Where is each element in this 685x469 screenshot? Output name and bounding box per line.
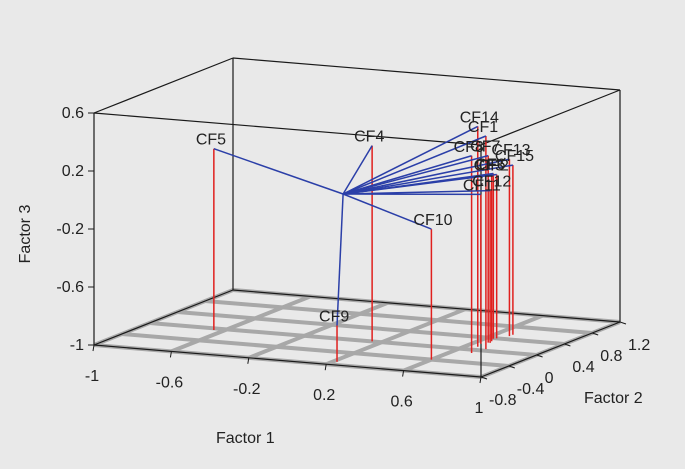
frame-edge xyxy=(232,289,621,323)
loading-vector xyxy=(342,172,494,195)
loading-vector xyxy=(342,135,487,195)
x-axis-title: Factor 1 xyxy=(216,430,275,447)
x-tick-label: 0.6 xyxy=(390,394,412,411)
z-tick-label: -0.2 xyxy=(56,221,84,238)
vector-label: CF3 xyxy=(474,158,504,175)
floor-grid-line xyxy=(121,332,509,368)
floor-grid xyxy=(93,288,621,379)
vector-label: CF15 xyxy=(495,148,534,165)
frame-edge xyxy=(480,321,621,378)
drop-lines xyxy=(213,126,514,362)
vector-label: CF5 xyxy=(196,132,226,149)
y-tick-mark xyxy=(619,321,627,325)
floor-grid-line xyxy=(248,300,389,360)
frame-edge xyxy=(93,344,482,378)
floor-grid-line xyxy=(170,294,312,354)
z-tick-label: 0.2 xyxy=(62,163,84,180)
loading-vector xyxy=(342,154,489,195)
loading-vector xyxy=(213,148,344,195)
z-axis-ticks: 0.6 0.2 -0.2 -0.6 -1 xyxy=(56,105,94,354)
vector-label: CF11 xyxy=(463,177,501,194)
x-tick-mark xyxy=(169,351,172,358)
x-tick-mark xyxy=(247,357,250,364)
vector-label: CF2 xyxy=(479,158,509,175)
z-tick-label: 0.6 xyxy=(62,105,84,122)
floor-grid-line xyxy=(325,307,466,367)
y-tick-label: 0 xyxy=(545,370,554,387)
frame-edge xyxy=(93,57,234,114)
x-tick-label: 0.2 xyxy=(313,387,335,404)
x-tick-mark xyxy=(92,344,95,352)
x-tick-label: -0.2 xyxy=(233,381,261,398)
y-axis-ticks: -0.8-0.40 0.4 0.8 1.2 xyxy=(480,321,650,409)
loading-vector xyxy=(342,145,373,195)
loading-vector xyxy=(336,193,344,326)
y-tick-mark xyxy=(536,354,543,358)
x-tick-label: -1 xyxy=(85,368,99,385)
y-tick-label: -0.8 xyxy=(489,392,517,409)
loading-vectors xyxy=(213,125,514,326)
y-tick-mark xyxy=(592,332,599,336)
x-tick-mark xyxy=(479,376,482,384)
z-axis-title: Factor 3 xyxy=(17,205,34,264)
y-tick-mark xyxy=(508,365,515,369)
vector-label: CF6 xyxy=(475,156,505,173)
floor-grid-line xyxy=(402,313,544,373)
vector-label: CF14 xyxy=(460,109,499,126)
y-tick-mark xyxy=(564,343,571,347)
vector-label: CF8 xyxy=(454,139,484,156)
vector-label: CF1 xyxy=(468,119,498,136)
loading-vector xyxy=(342,125,479,195)
floor-grid-line xyxy=(177,310,565,346)
loading-vector xyxy=(343,189,491,195)
vector-label: CF9 xyxy=(319,309,349,326)
x-tick-label: -0.6 xyxy=(156,374,184,391)
vector-label: CF13 xyxy=(491,142,530,159)
floor-grid-line xyxy=(205,299,593,335)
loading-vector xyxy=(342,158,510,195)
box-frame xyxy=(93,57,621,378)
y-axis-title: Factor 2 xyxy=(584,390,643,407)
z-tick-label: -0.6 xyxy=(56,279,84,296)
frame-edge xyxy=(93,289,234,346)
x-tick-label: 1 xyxy=(475,400,484,417)
loading-vector xyxy=(342,155,472,195)
y-tick-label: -0.4 xyxy=(517,381,545,398)
frame-edge xyxy=(93,112,482,146)
loading-vector xyxy=(342,193,432,230)
x-axis-ticks: -1 -0.6 -0.2 0.2 0.6 1 xyxy=(85,344,484,417)
frame-edge xyxy=(480,89,621,146)
y-tick-label: 1.2 xyxy=(628,337,650,354)
x-tick-mark xyxy=(402,370,405,377)
vector-label: CF4 xyxy=(354,129,384,146)
vector-label: CF12 xyxy=(472,174,511,191)
x-tick-mark xyxy=(324,364,327,371)
vector-label: CF7 xyxy=(470,139,500,156)
y-tick-mark xyxy=(480,376,488,380)
loading-vector xyxy=(342,164,514,195)
z-tick-label: -1 xyxy=(70,337,84,354)
frame-edge xyxy=(232,57,621,91)
y-tick-label: 0.8 xyxy=(600,348,622,365)
vector-label: CF10 xyxy=(413,212,452,229)
y-tick-label: 0.4 xyxy=(572,359,594,376)
